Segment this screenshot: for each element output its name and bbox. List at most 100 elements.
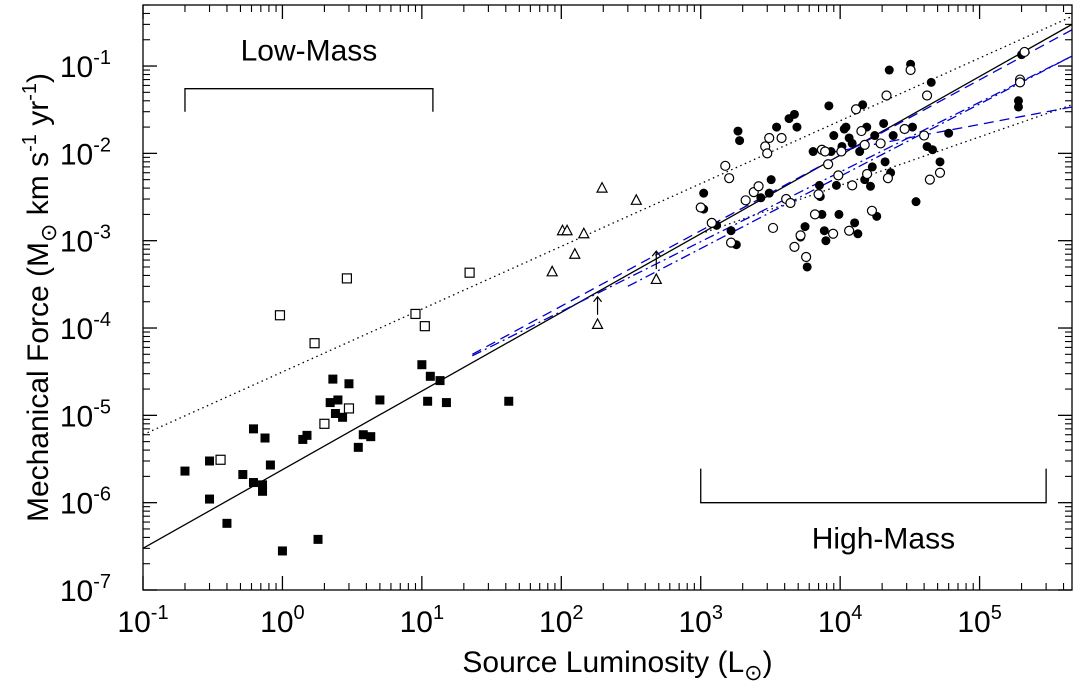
open-triangle-point [591,317,604,330]
open-square-point [410,308,421,320]
open-circle-point [695,202,706,213]
filled-square-point [441,398,451,408]
x-tick-label: 104 [818,602,863,639]
open-triangle-point [561,223,574,236]
filled-circle-point [1013,96,1023,106]
filled-circle-point [766,175,776,185]
x-tick-label: 101 [400,602,445,639]
y-tick-label: 10-2 [60,134,111,171]
filled-square-point [258,486,268,496]
filled-circle-point [817,209,827,219]
open-circle-point [820,146,831,157]
open-circle-point [875,138,886,149]
open-circle-point [801,251,812,263]
filled-square-point [344,379,354,389]
open-circle-point [764,132,775,144]
open-circle-point [882,173,894,184]
filled-square-point [180,466,190,476]
filled-square-point [375,395,385,405]
open-square-point [274,310,286,321]
filled-square-point [417,360,427,370]
open-circle-point [919,130,930,141]
filled-circle-point [756,193,766,203]
filled-square-point [353,442,363,452]
open-circle-point [859,139,870,151]
filled-circle-point [789,109,799,119]
open-circle-point [899,123,910,135]
fit-lines-group [142,15,1073,549]
open-circle-point [740,195,751,206]
filled-square-point [205,456,215,466]
open-circle-point [767,222,779,234]
filled-circle-point [907,122,917,132]
filled-circle-point [792,122,802,132]
filled-square-point [504,396,514,406]
filled-circle-point [808,147,818,157]
filled-circle-point [1013,102,1023,112]
open-square-point [464,267,475,278]
filled-circle-point [926,77,936,87]
open-triangle-point [650,272,663,285]
filled-circle-point [928,145,938,155]
open-circle-point [905,64,916,76]
filled-square-point [222,518,232,528]
filled-circle-point [726,226,736,236]
open-circle-point [934,167,946,178]
y-tick-label: 10-1 [60,47,111,84]
ticks-group [142,4,1072,591]
open-circle-point [924,174,935,185]
open-square-point [215,454,226,465]
fit-line-dash-dot [472,55,1073,357]
open-circle-point [762,148,773,159]
filled-circle-point [853,229,863,239]
open-circle-point [813,189,824,200]
open-circle-point [856,125,867,137]
filled-square-point [313,534,323,544]
filled-square-point [330,408,340,418]
filled-circle-point [733,126,743,136]
filled-square-point [205,494,215,504]
lower-limit-arrow [593,295,603,315]
x-axis-label: Source Luminosity (L⊙) [462,646,772,685]
filled-square-point [435,376,445,386]
filled-circle-point [829,131,839,141]
high-mass-label: High-Mass [812,523,955,556]
open-circle-point [847,180,858,191]
filled-square-point [333,395,343,405]
open-circle-point [785,197,796,209]
open-square-point [309,338,320,349]
low-mass-bracket [184,88,434,112]
filled-circle-point [824,101,834,111]
fit-line-dotted [700,104,1073,235]
filled-square-point [328,374,338,384]
open-circle-point [861,168,873,180]
filled-square-point [277,546,287,556]
open-circle-point [850,104,862,115]
filled-square-point [358,430,368,440]
filled-circle-point [911,197,921,207]
filled-square-point [366,432,376,442]
y-tick-label: 10-3 [60,222,111,259]
x-tick-label: 103 [678,602,723,639]
fit-line-dash-dot [627,55,1073,287]
open-circle-point [823,159,834,170]
open-circle-point [921,90,933,101]
y-tick-label: 10-6 [60,484,111,521]
filled-circle-point [819,226,829,236]
filled-circle-point [870,131,880,141]
filled-circle-point [935,157,945,167]
filled-circle-point [735,136,745,146]
open-square-point [341,273,353,284]
filled-circle-point [880,157,890,167]
lower-limit-arrow [651,250,661,270]
low-mass-label: Low-Mass [241,35,378,68]
filled-circle-point [814,180,824,190]
filled-circle-point [834,209,844,219]
open-circle-point [1019,46,1030,58]
open-circle-point [724,173,735,184]
filled-circle-point [855,147,865,157]
filled-circle-point [699,188,709,198]
open-circle-point [753,181,764,192]
filled-square-point [338,412,348,422]
open-circle-point [844,225,855,236]
